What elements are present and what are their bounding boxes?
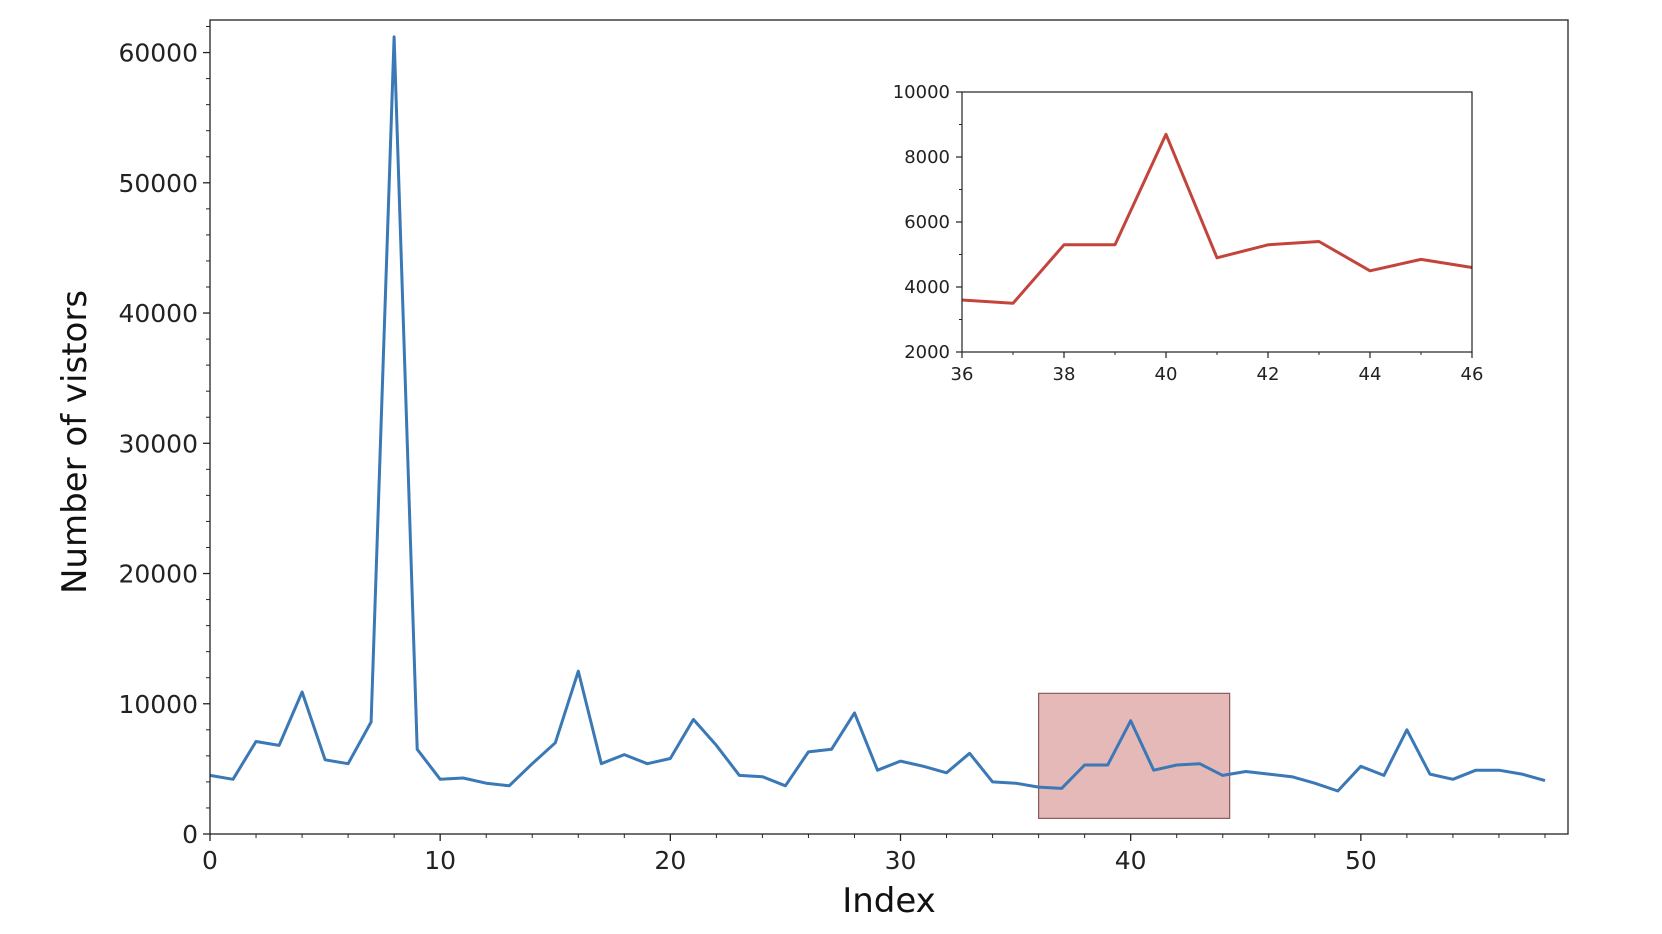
main-highlight-layer (1038, 692, 1231, 819)
visitors-series-line (209, 35, 1546, 793)
x-tick-label: 0 (202, 846, 218, 875)
y-tick-label: 60000 (118, 39, 198, 68)
main-chart: 0 10 20 30 40 50 0 10000 20000 30000 40000 50000 600… (55, 19, 1569, 921)
zoom-highlight-region (1038, 692, 1231, 819)
x-tick-label: 30 (885, 846, 917, 875)
main-plot-frame (209, 19, 1569, 835)
inset-x-tick-label: 40 (1155, 364, 1178, 385)
inset-x-tick-label: 38 (1053, 364, 1076, 385)
inset-x-tick-label: 44 (1359, 364, 1382, 385)
y-tick-label: 40000 (118, 299, 198, 328)
inset-y-tick-label: 4000 (904, 277, 950, 298)
x-axis-label: Index (842, 881, 936, 921)
inset-y-tick-label: 6000 (904, 212, 950, 233)
inset-y-tick-label: 8000 (904, 147, 950, 168)
x-tick-label: 20 (654, 846, 686, 875)
x-tick-label: 40 (1115, 846, 1147, 875)
x-tick-label: 10 (424, 846, 456, 875)
inset-x-tick-label: 46 (1461, 364, 1484, 385)
inset-background (962, 92, 1472, 352)
inset-ticks: 36 38 40 42 44 46 2000 4000 6000 8000 10000 (893, 82, 1484, 385)
inset-plot-frame (961, 91, 1473, 353)
x-tick-label: 50 (1345, 846, 1377, 875)
inset-x-tick-label: 36 (951, 364, 974, 385)
main-series-layer (209, 35, 1546, 793)
inset-y-tick-label: 2000 (904, 342, 950, 363)
y-tick-label: 20000 (118, 560, 198, 589)
y-tick-label: 0 (182, 820, 198, 849)
y-axis-label: Number of vistors (55, 290, 95, 594)
inset-x-tick-label: 42 (1257, 364, 1280, 385)
inset-series-layer (961, 132, 1473, 305)
inset-chart: 36 38 40 42 44 46 2000 4000 6000 8000 10000 (893, 82, 1484, 385)
y-tick-label: 30000 (118, 429, 198, 458)
inset-y-tick-label: 10000 (893, 82, 950, 103)
y-tick-label: 10000 (118, 690, 198, 719)
inset-series-line (961, 132, 1473, 305)
y-tick-label: 50000 (118, 169, 198, 198)
main-ticks: 0 10 20 30 40 50 0 10000 20000 30000 40000 50000 600… (118, 26, 1546, 875)
